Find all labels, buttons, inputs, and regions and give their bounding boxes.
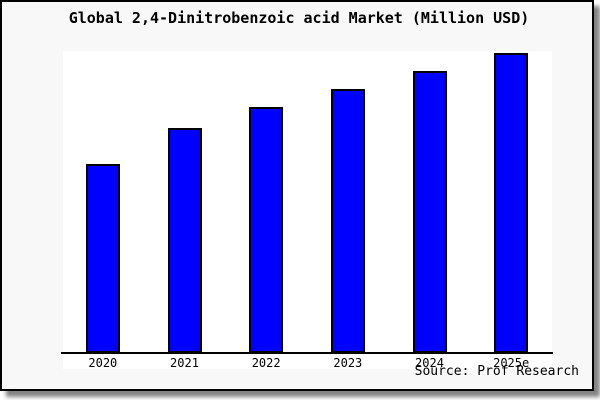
x-tick-label-2020: 2020 (88, 356, 118, 370)
x-tick-label-2022: 2022 (251, 356, 281, 370)
x-tick-label-2021: 2021 (170, 356, 199, 370)
bar-2020 (85, 164, 120, 353)
bar-2024 (412, 71, 447, 353)
x-tick-label-2025e: 2025e (493, 356, 530, 370)
x-tick-label-2023: 2023 (333, 356, 363, 370)
plot-area (63, 51, 552, 369)
chart-frame: Global 2,4-Dinitrobenzoic acid Market (M… (0, 0, 594, 391)
bar-2025e (494, 53, 529, 353)
chart-title: Global 2,4-Dinitrobenzoic acid Market (M… (68, 9, 530, 27)
x-tick-label-2024: 2024 (415, 356, 444, 370)
bar-2023 (330, 89, 365, 353)
source-credit: Source: Prof Research (414, 364, 579, 379)
bar-2021 (167, 128, 202, 353)
bar-2022 (249, 107, 284, 353)
x-axis-line (61, 352, 553, 354)
